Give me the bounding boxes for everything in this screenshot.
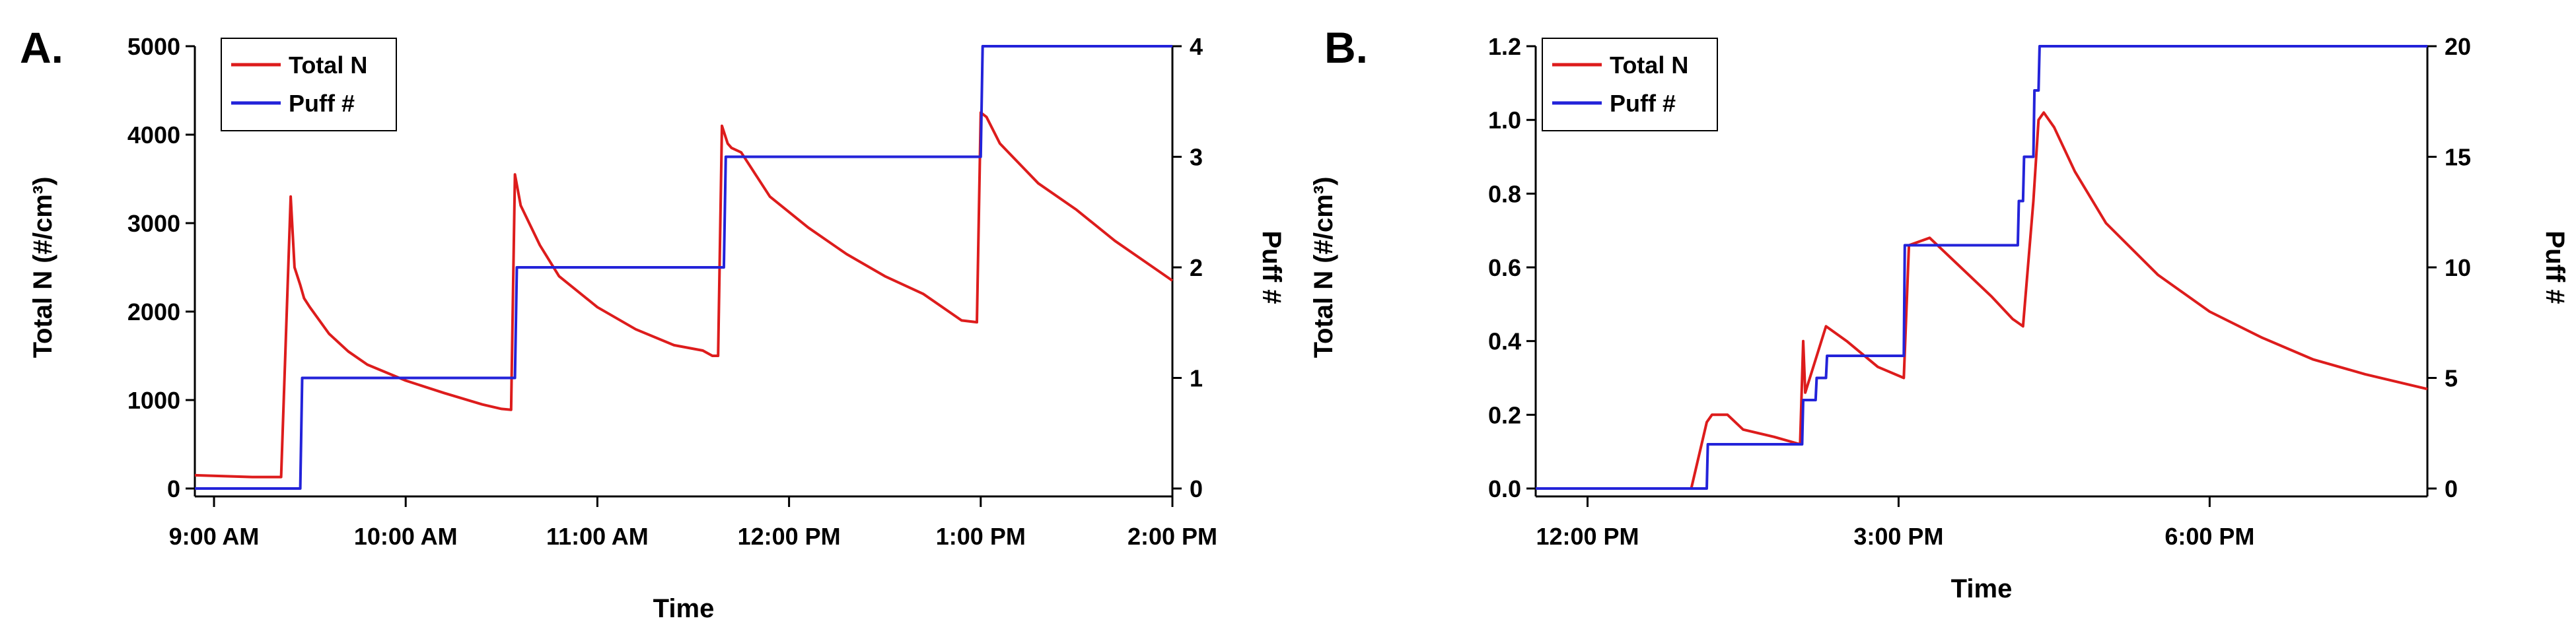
panel-label: B.	[1324, 23, 1368, 72]
x-tick-label: 9:00 AM	[169, 523, 260, 550]
y-right-tick-label: 0	[1190, 475, 1203, 502]
series-total-n-line	[1536, 111, 2428, 490]
series-puff-line	[195, 45, 1172, 490]
panel-label: A.	[20, 23, 63, 72]
y-right-axis-title: Puff #	[2540, 230, 2569, 304]
x-tick-label: 10:00 AM	[354, 523, 458, 550]
y-left-tick-label: 4000	[127, 121, 180, 149]
y-right-tick-label: 1	[1190, 365, 1203, 392]
y-right-axis-title: Puff #	[1257, 230, 1286, 304]
legend-box	[1542, 38, 1718, 131]
y-left-tick-label: 0.2	[1488, 401, 1521, 428]
y-right-tick-label: 5	[2445, 365, 2458, 392]
x-tick-label: 12:00 PM	[738, 523, 841, 550]
legend-label: Puff #	[289, 90, 355, 117]
x-tick-label: 2:00 PM	[1127, 523, 1217, 550]
y-left-tick-label: 0	[167, 475, 180, 502]
y-right-tick-label: 10	[2445, 254, 2471, 281]
chart-panel-a: A. 0 1000 2000 3000 4000 5000 0 1 2 3 4 9:00 AM 10:00…	[20, 23, 1286, 623]
y-right-tick-label: 2	[1190, 254, 1203, 281]
x-tick-label: 6:00 PM	[2165, 523, 2254, 550]
y-left-tick-label: 0.4	[1488, 328, 1521, 355]
y-right-tick-label: 0	[2445, 475, 2458, 502]
x-tick-label: 11:00 AM	[546, 523, 649, 550]
y-left-axis-title: Total N (#/cm³)	[1309, 177, 1338, 358]
series-puff-line	[1536, 45, 2427, 490]
x-tick-label: 12:00 PM	[1536, 523, 1639, 550]
chart-panel-b: B.0.00.20.40.60.81.01.2x10⁵0510152012:00…	[1309, 23, 2569, 603]
legend-label: Puff #	[1610, 90, 1676, 117]
y-right-tick-label: 4	[1190, 33, 1203, 60]
legend-label: Total N	[289, 51, 367, 79]
legend-label: Total N	[1610, 51, 1688, 79]
x-tick-label: 1:00 PM	[936, 523, 1026, 550]
legend-box	[221, 38, 397, 131]
y-left-tick-label: 0.8	[1488, 180, 1521, 207]
y-right-tick-label: 15	[2445, 144, 2471, 171]
y-right-tick-label: 3	[1190, 144, 1203, 171]
y-right-tick-label: 20	[2445, 33, 2471, 60]
y-left-tick-label: 1.2	[1488, 33, 1521, 60]
y-left-axis-title: Total N (#/cm³)	[28, 177, 57, 358]
series-total-n-line	[194, 111, 1174, 479]
x-tick-label: 3:00 PM	[1853, 523, 1943, 550]
y-left-tick-label: 5000	[127, 33, 180, 60]
y-left-tick-label: 1.0	[1488, 107, 1521, 134]
y-left-tick-label: 3000	[127, 210, 180, 237]
x-axis-title: Time	[1951, 574, 2013, 603]
x-axis-title: Time	[653, 594, 715, 623]
y-left-tick-label: 2000	[127, 298, 180, 325]
y-left-tick-label: 0.6	[1488, 254, 1521, 281]
y-left-tick-label: 1000	[127, 387, 180, 414]
y-left-tick-label: 0.0	[1488, 475, 1521, 502]
